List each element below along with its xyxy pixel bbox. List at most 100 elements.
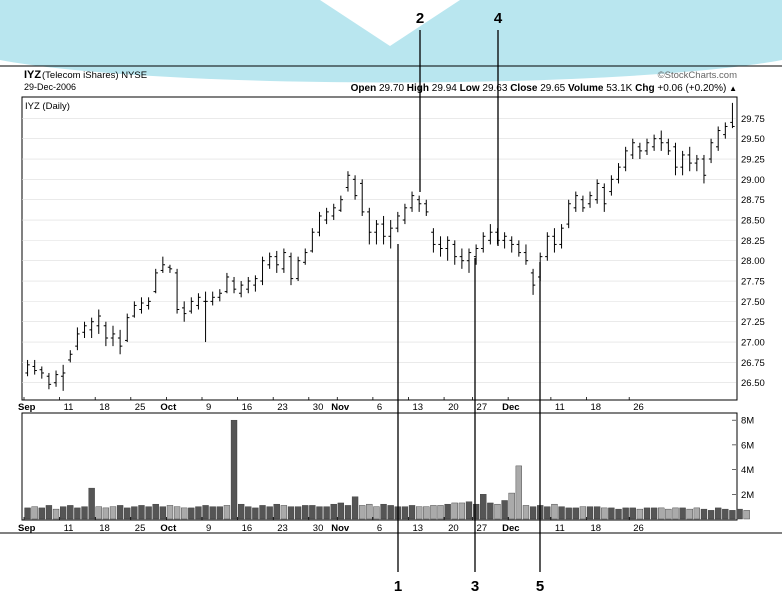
price-tick-label: 26.50 — [741, 378, 765, 389]
price-x-tick-label: 6 — [377, 402, 382, 413]
volume-bar — [366, 503, 373, 520]
price-x-tick-label: Dec — [502, 402, 519, 413]
volume-bar — [743, 510, 750, 520]
price-tick-label: 27.50 — [741, 297, 765, 308]
volume-bar — [344, 505, 352, 520]
volume-bar — [223, 505, 231, 520]
price-bar — [260, 256, 265, 286]
price-bar — [110, 325, 116, 347]
volume-bar — [679, 507, 686, 520]
price-bar — [587, 191, 593, 208]
volume-bar — [31, 506, 38, 520]
price-bar — [352, 175, 358, 200]
volume-bar — [722, 508, 729, 520]
callout-1: 1 — [394, 244, 402, 594]
volume-bar — [601, 507, 608, 520]
price-bar — [174, 268, 180, 314]
volume-bar — [416, 506, 423, 520]
price-bar — [466, 248, 472, 273]
volume-bar — [508, 492, 515, 520]
price-bar — [602, 183, 607, 212]
volume-x-tick-label: 6 — [377, 523, 382, 534]
price-bar — [68, 350, 73, 363]
price-bar — [723, 122, 728, 139]
callout-3: 3 — [471, 258, 479, 594]
volume-x-tick-label: Nov — [331, 523, 350, 534]
price-bar — [360, 179, 365, 216]
volume-bar — [693, 507, 701, 520]
volume-bar — [729, 510, 736, 520]
volume-bar — [423, 506, 430, 520]
price-bar — [516, 240, 522, 257]
price-tick-label: 26.75 — [741, 358, 765, 369]
price-x-tick-label: 25 — [135, 402, 146, 413]
price-x-tick-label: 23 — [277, 402, 288, 413]
volume-y-axis: 2M 4M 6M 8M — [732, 416, 754, 501]
price-x-tick-label: 11 — [555, 402, 565, 413]
price-bar — [651, 134, 657, 151]
volume-bar — [202, 505, 209, 520]
price-bar — [288, 252, 294, 286]
volume-bar — [622, 507, 629, 520]
price-bar — [701, 154, 707, 184]
volume-bar — [109, 506, 117, 520]
volume-bar — [124, 507, 131, 520]
price-bar — [324, 207, 329, 225]
high-label: High — [407, 83, 429, 94]
volume-x-tick-label: 25 — [135, 523, 146, 534]
price-bar — [438, 236, 443, 257]
volume-bar — [501, 500, 508, 520]
chg-label: Chg — [635, 83, 654, 94]
price-tick-label: 28.25 — [741, 236, 765, 247]
volume-bar — [387, 505, 394, 520]
volume-bar — [736, 508, 743, 520]
volume-bar — [316, 506, 323, 520]
price-tick-label: 28.00 — [741, 256, 765, 267]
volume-bar — [60, 506, 67, 520]
volume-bar — [551, 503, 558, 520]
callout-4: 4 — [494, 10, 503, 246]
volume-bar — [444, 503, 451, 520]
open-label: Open — [351, 83, 377, 94]
volume-x-tick-label: 18 — [99, 523, 110, 534]
volume-bar — [515, 465, 523, 520]
price-bar — [224, 272, 230, 294]
price-bar — [103, 321, 109, 347]
volume-bar — [686, 508, 693, 520]
volume-bar — [707, 510, 715, 520]
open-value: 29.70 — [379, 83, 404, 94]
price-bar — [630, 138, 635, 160]
price-bar — [303, 248, 308, 265]
price-bar — [523, 244, 529, 265]
price-bar — [680, 150, 685, 176]
price-bar — [267, 252, 272, 269]
callout-label: 3 — [471, 578, 479, 594]
price-bar — [708, 138, 714, 164]
close-value: 29.65 — [540, 83, 565, 94]
volume-bar — [181, 507, 188, 520]
price-bar — [409, 191, 415, 212]
volume-bar — [24, 507, 31, 520]
panel-label: IYZ (Daily) — [25, 101, 70, 112]
volume-bar — [700, 508, 708, 520]
volume-bar — [672, 507, 679, 520]
volume-bar — [266, 506, 273, 520]
volume-bar — [145, 506, 152, 520]
volume-bar — [252, 507, 259, 520]
volume-bar — [658, 507, 665, 520]
volume-bar — [188, 507, 195, 520]
volume-bar — [522, 505, 530, 520]
price-bar — [295, 256, 301, 282]
volume-bar — [430, 505, 437, 520]
volume-x-tick-label: Sep — [18, 523, 36, 534]
price-bar — [694, 154, 700, 172]
price-bar — [53, 370, 59, 387]
volume-tick-label: 6M — [741, 440, 754, 451]
stats-line: Open 29.70 High 29.94 Low 29.63 Close 29… — [351, 83, 737, 94]
price-x-tick-label: Nov — [331, 402, 350, 413]
volume-bar — [280, 505, 288, 520]
volume-bar — [579, 506, 587, 520]
price-bar — [203, 291, 208, 343]
price-bar — [616, 163, 621, 184]
